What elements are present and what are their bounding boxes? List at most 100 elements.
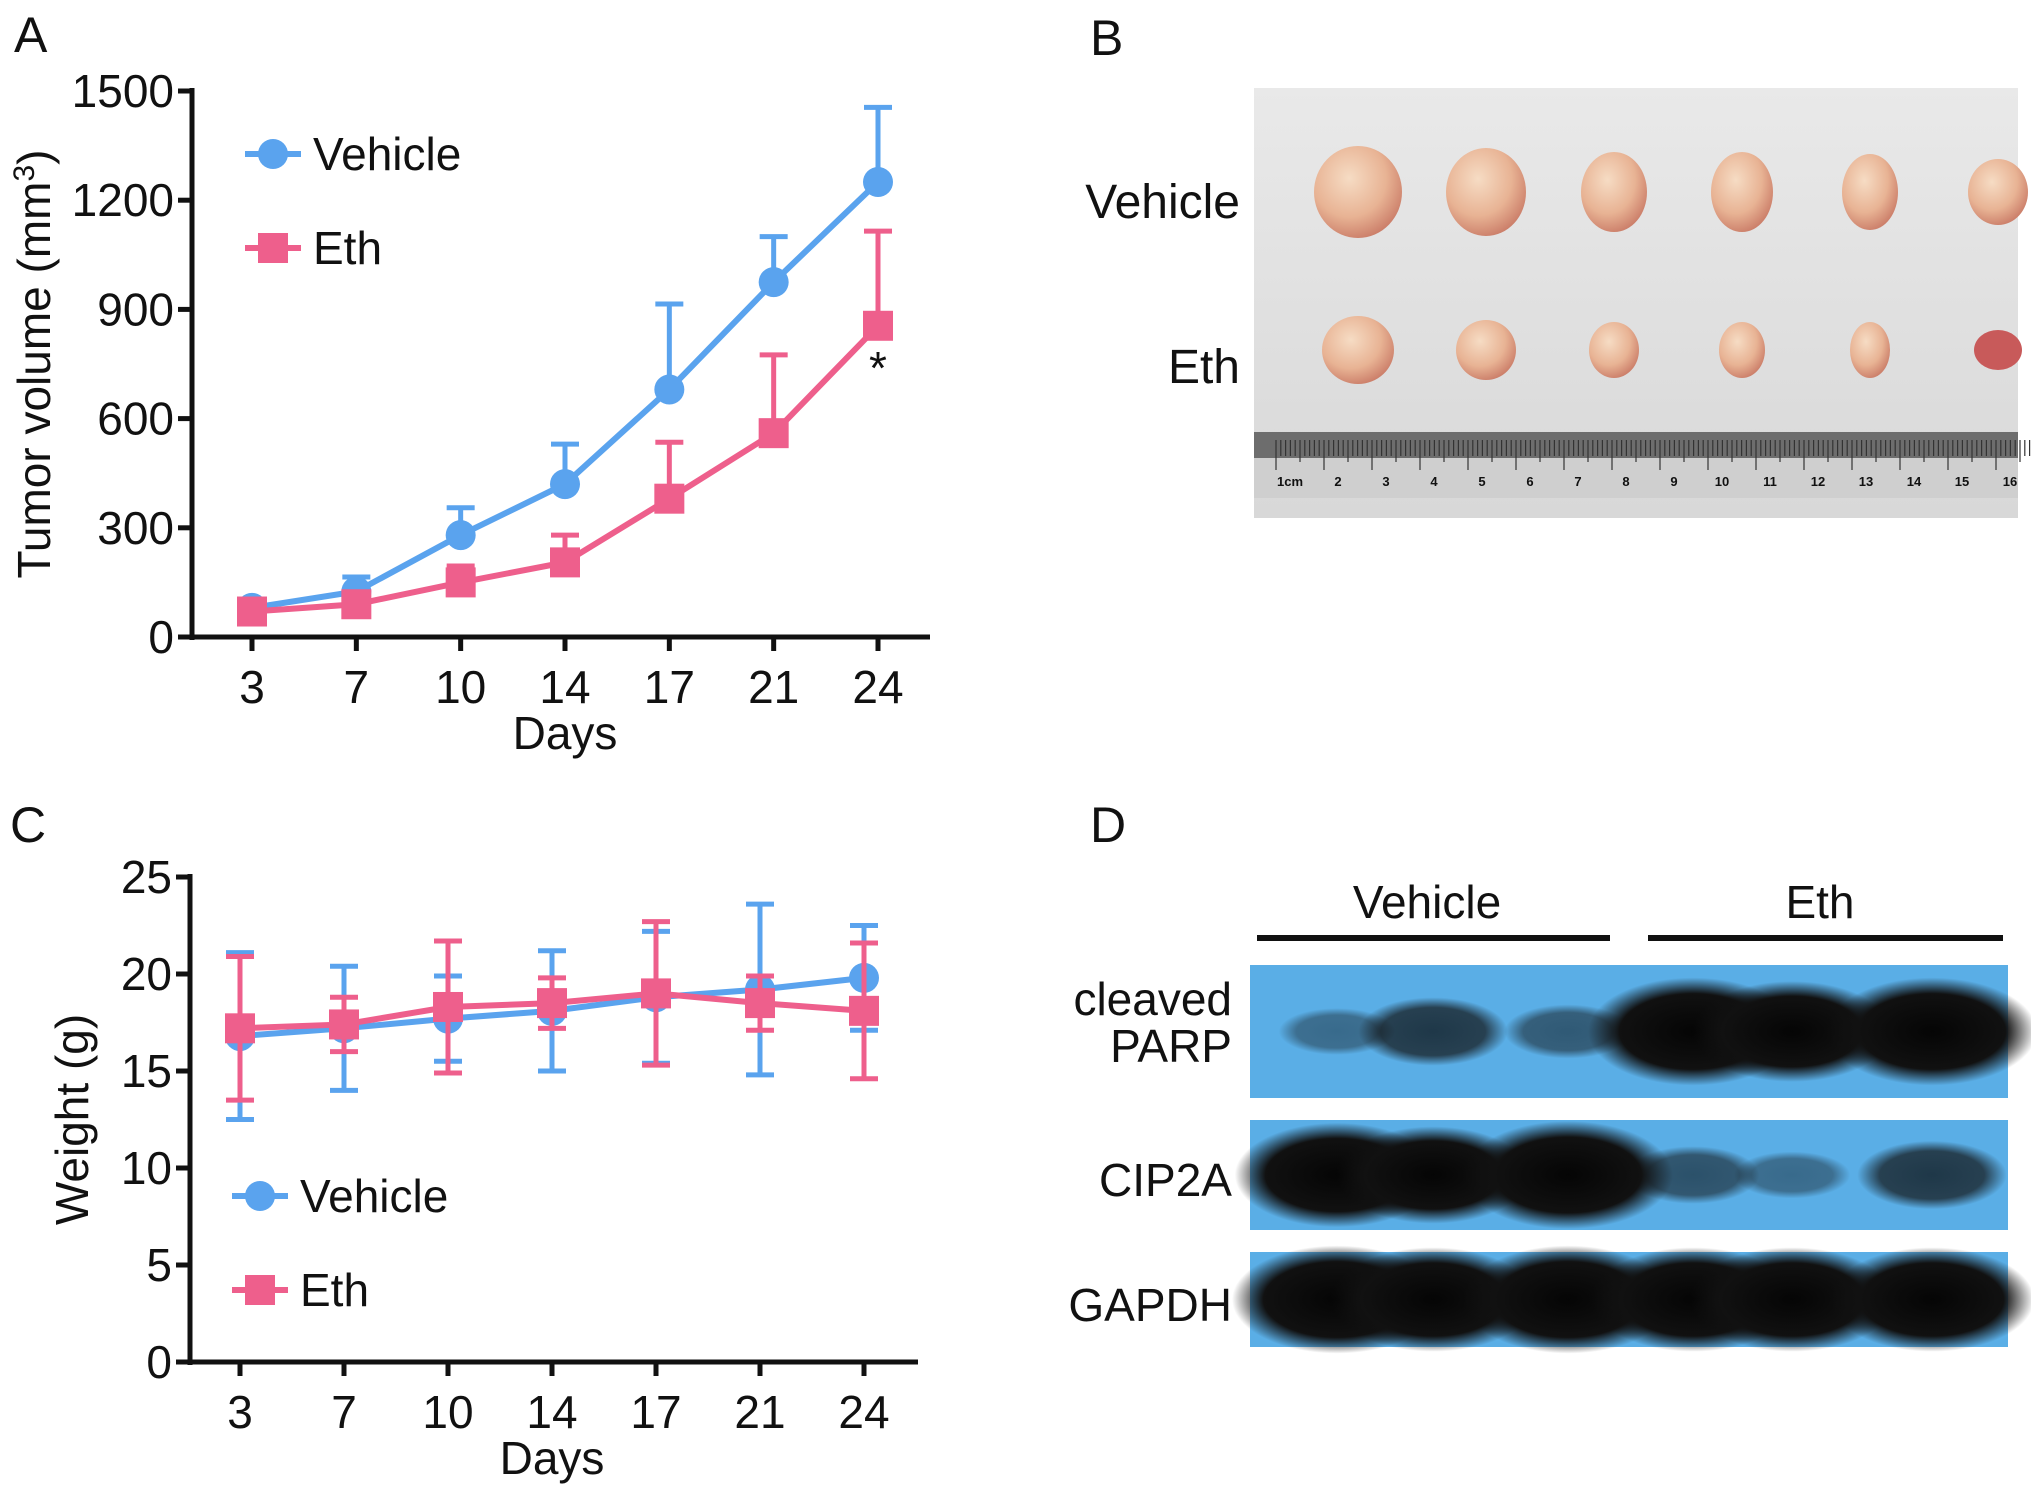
blot-band: [1358, 997, 1508, 1066]
data-point: [758, 267, 789, 298]
legend-marker-circle: [258, 139, 288, 169]
legend-marker-square: [245, 1275, 275, 1305]
x-tick-label: 21: [748, 661, 799, 713]
tumor-vehicle: [1446, 148, 1526, 236]
y-tick-label: 20: [121, 948, 172, 1000]
y-tick-label: 600: [97, 393, 174, 445]
y-tick-label: 0: [146, 1336, 172, 1388]
data-point: [329, 1009, 359, 1040]
data-point: [433, 991, 463, 1022]
ruler-label: 5: [1478, 474, 1485, 489]
data-point: [654, 374, 685, 405]
x-tick-label: 7: [344, 661, 370, 713]
x-tick-label: 10: [435, 661, 486, 713]
legend-label: Eth: [300, 1264, 369, 1316]
x-tick-label: 21: [734, 1386, 785, 1438]
x-tick-label: 14: [526, 1386, 577, 1438]
ruler-label: 6: [1526, 474, 1533, 489]
data-point: [641, 978, 671, 1009]
ruler-label: 3: [1382, 474, 1389, 489]
tumor-vehicle: [1842, 154, 1898, 230]
blot-band: [1857, 1140, 2007, 1210]
tumor-vehicle: [1968, 159, 2028, 225]
tumor-eth: [1589, 322, 1639, 378]
ruler-label: 4: [1430, 474, 1438, 489]
data-point: [237, 596, 267, 627]
blot-band: [1733, 1151, 1851, 1199]
photo-row-label-eth: Eth: [1168, 341, 1240, 394]
tumor-eth: [1456, 320, 1516, 380]
ruler-label: 1cm: [1277, 474, 1303, 489]
legend-label: Eth: [313, 222, 382, 274]
legend-label: Vehicle: [300, 1170, 448, 1222]
legend-marker-circle: [245, 1181, 275, 1211]
ruler-label: 10: [1715, 474, 1729, 489]
x-tick-label: 3: [227, 1386, 253, 1438]
ruler-label: 14: [1907, 474, 1922, 489]
blot-band: [1463, 1121, 1673, 1229]
data-point: [745, 988, 775, 1019]
y-axis-title: Tumor volume (mm3): [8, 149, 60, 578]
x-axis-title: Days: [500, 1432, 605, 1484]
y-tick-label: 25: [121, 851, 172, 903]
tumor-eth: [1719, 322, 1765, 378]
blot-row-label: CIP2A: [1099, 1154, 1232, 1206]
series-eth: [237, 228, 893, 627]
blot-band: [1626, 1146, 1760, 1204]
data-point: [537, 988, 567, 1019]
y-tick-label: 900: [97, 283, 174, 335]
y-axis-title: Weight (g): [46, 1014, 98, 1225]
x-axis-title: Days: [513, 707, 618, 759]
x-tick-label: 3: [239, 661, 265, 713]
blot-band: [1827, 977, 2031, 1086]
tumor-vehicle: [1581, 152, 1647, 232]
panel-label-d: D: [1090, 797, 1126, 853]
x-tick-label: 7: [331, 1386, 357, 1438]
data-point: [445, 567, 476, 598]
weight-chart: 0 5 10 15 20 25 3 7 10 14 17 21 24 Days Weight (g) Vehi…: [46, 851, 918, 1484]
photo-row-label-vehicle: Vehicle: [1085, 176, 1240, 229]
blot-row: [1250, 965, 2031, 1098]
y-tick-label: 300: [97, 502, 174, 554]
x-tick-label: 24: [838, 1386, 889, 1438]
blot-band: [1829, 1247, 2031, 1352]
blot-group-label-eth: Eth: [1785, 876, 1854, 928]
x-tick-label: 17: [630, 1386, 681, 1438]
tumor-vehicle: [1314, 146, 1402, 238]
ruler-label: 9: [1670, 474, 1677, 489]
ruler-label: 11: [1763, 474, 1777, 489]
tumor-vehicle: [1711, 152, 1773, 232]
significance-marker: *: [869, 342, 887, 394]
tumor-eth: [1322, 316, 1394, 384]
x-tick-label: 14: [539, 661, 590, 713]
panel-label-b: B: [1090, 10, 1123, 66]
tumor-volume-chart: 0 300 600 900 1200 1500 3 7 10 14 17 21 24 Days Tumor …: [8, 65, 930, 759]
panel-label-a: A: [14, 7, 48, 63]
panel-label-c: C: [10, 797, 46, 853]
data-point: [550, 547, 580, 578]
blot-row-label: GAPDH: [1068, 1279, 1232, 1331]
x-tick-label: 17: [644, 661, 695, 713]
y-tick-label: 5: [146, 1239, 172, 1291]
y-tick-label: 15: [121, 1045, 172, 1097]
blot-row: [1234, 1120, 2008, 1230]
blot-row-label: cleaved: [1073, 973, 1232, 1025]
tumor-photo: 1cm 2 3 4 5 6 7 8 9 10 11 12 13 14 15 16 Vehicle Eth: [1085, 88, 2031, 518]
ruler-label: 2: [1334, 474, 1341, 489]
data-point: [225, 1013, 255, 1044]
blot-row-label: PARP: [1110, 1020, 1232, 1072]
ruler-label: 7: [1574, 474, 1581, 489]
y-tick-label: 10: [121, 1142, 172, 1194]
blot-group-label-vehicle: Vehicle: [1353, 876, 1501, 928]
legend-marker-square: [258, 233, 288, 263]
x-tick-label: 10: [422, 1386, 473, 1438]
y-tick-label: 1500: [72, 65, 174, 117]
blot-band: [1689, 1247, 1895, 1352]
tumor-eth: [1850, 322, 1890, 378]
data-point: [863, 310, 893, 341]
tumor-eth: [1974, 330, 2022, 370]
data-point: [550, 469, 580, 500]
data-point: [341, 589, 372, 620]
